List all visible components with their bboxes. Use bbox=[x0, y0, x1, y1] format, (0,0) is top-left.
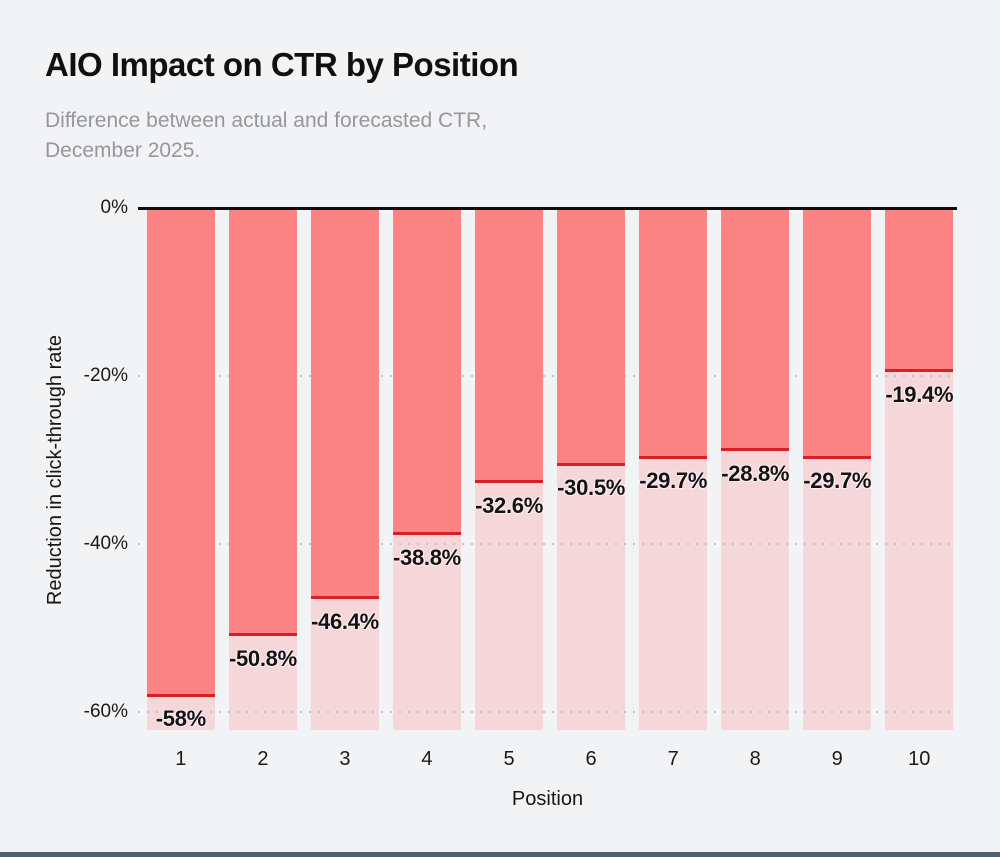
gridline--40 bbox=[138, 543, 957, 545]
gridline--60 bbox=[138, 711, 957, 713]
y-tick-label--60: -60% bbox=[83, 701, 128, 722]
bar-position-5 bbox=[474, 208, 544, 482]
bar-marker-line-2 bbox=[228, 633, 298, 637]
bar-value-label-6: -30.5% bbox=[557, 475, 626, 501]
bar-marker-line-9 bbox=[803, 455, 872, 459]
bar-marker-line-7 bbox=[639, 455, 708, 459]
footer-accent-bar bbox=[0, 852, 1000, 857]
bar-position-7 bbox=[639, 208, 708, 458]
y-tick-label-0: 0% bbox=[100, 197, 128, 218]
bar-position-1 bbox=[146, 208, 215, 696]
bar-remainder-1 bbox=[146, 696, 215, 730]
bar-remainder-8 bbox=[721, 451, 790, 730]
bar-remainder-10 bbox=[885, 372, 954, 730]
gridline--20 bbox=[138, 375, 957, 377]
bar-value-label-7: -29.7% bbox=[639, 468, 708, 494]
bar-value-label-1: -58% bbox=[155, 706, 206, 732]
chart-subtitle-line1: Difference between actual and forecasted… bbox=[45, 109, 488, 132]
y-axis-title: Reduction in click-through rate bbox=[44, 334, 66, 606]
bar-position-8 bbox=[721, 208, 790, 450]
y-tick-label--20: -20% bbox=[83, 365, 128, 386]
bar-value-label-3: -46.4% bbox=[310, 608, 379, 634]
x-tick-label-9: 9 bbox=[831, 748, 843, 770]
chart-subtitle-line2: December 2025. bbox=[45, 139, 201, 162]
bar-marker-line-10 bbox=[885, 369, 954, 373]
x-tick-label-10: 10 bbox=[908, 748, 931, 770]
x-axis-baseline bbox=[138, 206, 957, 210]
bar-position-6 bbox=[556, 208, 626, 465]
bar-remainder-2 bbox=[228, 636, 298, 730]
x-tick-label-3: 3 bbox=[339, 748, 351, 770]
bar-position-9 bbox=[803, 208, 872, 458]
page-title: AIO Impact on CTR by Position bbox=[45, 46, 519, 83]
bar-remainder-5 bbox=[474, 483, 544, 730]
bar-marker-line-3 bbox=[310, 596, 380, 600]
bar-marker-line-5 bbox=[474, 480, 544, 484]
chart-subtitle: Difference between actual and forecasted… bbox=[45, 106, 487, 166]
bar-remainder-6 bbox=[556, 465, 626, 730]
bar-value-label-9: -29.7% bbox=[803, 468, 872, 494]
x-tick-label-8: 8 bbox=[749, 748, 761, 770]
bar-position-10 bbox=[885, 208, 954, 371]
bar-value-label-10: -19.4% bbox=[885, 381, 954, 407]
x-axis-title: Position bbox=[511, 788, 584, 810]
bar-position-2 bbox=[228, 208, 298, 635]
x-tick-label-2: 2 bbox=[257, 748, 269, 770]
bar-remainder-9 bbox=[803, 458, 872, 730]
x-tick-label-6: 6 bbox=[585, 748, 597, 770]
x-tick-label-1: 1 bbox=[175, 748, 187, 770]
bar-value-label-5: -32.6% bbox=[475, 492, 543, 518]
bar-remainder-4 bbox=[392, 535, 462, 730]
bar-remainder-3 bbox=[310, 599, 380, 730]
bar-value-label-4: -38.8% bbox=[393, 544, 461, 570]
bar-position-4 bbox=[392, 208, 462, 534]
x-tick-label-5: 5 bbox=[503, 748, 515, 770]
x-tick-label-4: 4 bbox=[421, 748, 433, 770]
bar-value-label-8: -28.8% bbox=[721, 460, 790, 486]
bar-marker-line-6 bbox=[556, 462, 626, 466]
bar-value-label-2: -50.8% bbox=[228, 645, 297, 671]
bar-position-3 bbox=[310, 208, 380, 598]
bar-marker-line-8 bbox=[721, 448, 790, 452]
bar-remainder-7 bbox=[639, 458, 708, 730]
bar-marker-line-1 bbox=[146, 693, 215, 697]
x-tick-label-7: 7 bbox=[667, 748, 679, 770]
bar-marker-line-4 bbox=[392, 532, 462, 536]
y-tick-label--40: -40% bbox=[83, 533, 128, 554]
